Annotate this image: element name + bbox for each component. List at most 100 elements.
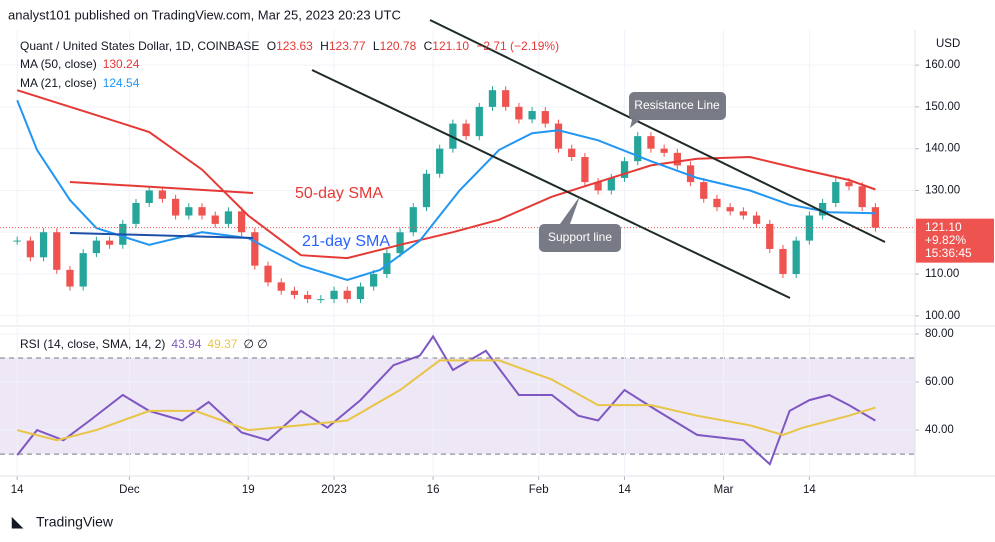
legend-name: MA (50, close) [20, 57, 97, 71]
candle-body [251, 232, 259, 266]
support-callout [539, 224, 621, 252]
candle-body [422, 173, 431, 208]
candle-body [39, 232, 48, 258]
y-tick-label: 140.00 [925, 143, 960, 155]
x-tick-label: Mar [714, 484, 734, 496]
ohlc-value: 120.78 [380, 39, 417, 53]
candle-body [330, 290, 338, 300]
price-tag-countdown: 15:36:45 [925, 246, 972, 260]
candle-body [198, 207, 206, 216]
candle-body [53, 232, 61, 270]
candle-body [647, 136, 655, 149]
resistance-label: Resistance Line [634, 98, 720, 112]
candle-body [277, 282, 285, 291]
sma21-annotation: 21-day SMA [302, 233, 390, 250]
x-tick-label: 2023 [321, 484, 347, 496]
x-tick-label: Dec [119, 484, 140, 496]
price-tag-change: +9.82% [925, 233, 966, 247]
y-tick-label: 160.00 [925, 59, 960, 71]
candle-body [554, 123, 563, 149]
y-tick-label: 40.00 [925, 424, 954, 436]
y-tick-label: 150.00 [925, 101, 960, 113]
callout-pointer [560, 196, 580, 224]
candle-body [660, 148, 668, 153]
candle-body [13, 240, 21, 242]
line-series [16, 99, 876, 281]
candle-body [290, 290, 299, 295]
candle-body [528, 111, 536, 120]
tv-logo: ◣ [11, 514, 24, 530]
sma50-annotation: 50-day SMA [295, 185, 383, 202]
candle-body [766, 223, 774, 249]
candle-body [832, 182, 840, 203]
candle-body [726, 207, 734, 212]
resistance-callout [629, 92, 726, 120]
price-tag: 121.10+9.82%15:36:45 [916, 218, 994, 263]
x-tick-label: 14 [11, 484, 24, 496]
ma21-legend: MA (21, close) 124.54 [20, 76, 140, 90]
legend-value: 49.37 [207, 337, 237, 351]
line-series [16, 334, 876, 466]
ohlc-value: 123.63 [276, 39, 313, 53]
candle-body [502, 90, 510, 107]
candle-body [224, 211, 233, 224]
red-drawn-line [69, 181, 254, 194]
candle-body [700, 182, 708, 199]
ohlc-value: 123.77 [329, 39, 366, 53]
candle-body [805, 215, 814, 241]
candle-body [211, 215, 219, 224]
candle-body [396, 232, 404, 254]
candle-body [409, 207, 417, 233]
candle-body [79, 253, 87, 287]
price-tag-value: 121.10 [925, 220, 962, 234]
support-trendline [311, 69, 791, 299]
support-label: Support line [548, 230, 612, 244]
candle-body [488, 90, 497, 107]
legend-name: MA (21, close) [20, 76, 97, 90]
candle-body [818, 202, 827, 216]
candle-body [871, 207, 880, 228]
rsi-band [0, 358, 915, 455]
legend-value: 124.54 [103, 76, 140, 90]
candle-body [713, 198, 721, 208]
candle-body [634, 136, 642, 162]
candle-body [145, 190, 153, 203]
candle-body [620, 161, 629, 178]
candle-body [541, 111, 549, 124]
published-line: analyst101 published on TradingView.com,… [8, 7, 401, 22]
x-tick-label: 14 [618, 484, 631, 496]
chart-layer: 100.00110.00120.00130.00140.00150.00160.… [0, 30, 994, 496]
y-tick-label: 110.00 [925, 268, 959, 280]
candle-body [185, 207, 193, 216]
candle-body [158, 190, 167, 199]
candle-body [436, 148, 444, 174]
ohlc-key: C [424, 39, 433, 53]
footer-brand: TradingView [36, 514, 114, 530]
candle-body [370, 274, 378, 287]
ohlc-key: O [267, 39, 276, 53]
legend-name: RSI (14, close, SMA, 14, 2) [20, 337, 165, 351]
legend-value: 130.24 [103, 57, 140, 71]
legend-value: 43.94 [171, 337, 201, 351]
candle-body [686, 165, 695, 183]
x-tick-label: 14 [803, 484, 816, 496]
line-series [16, 89, 876, 260]
candle-body [594, 182, 602, 191]
symbol-title: Quant / United States Dollar, 1D, COINBA… [20, 39, 259, 53]
candle-body [515, 106, 523, 120]
callout-pointer [630, 120, 640, 128]
candle-body [752, 215, 761, 224]
x-tick-label: 16 [427, 484, 440, 496]
y-tick-label: 60.00 [925, 376, 954, 388]
candle-body [132, 202, 140, 224]
legend-extra: ∅ ∅ [243, 337, 267, 351]
y-tick-label: 130.00 [925, 184, 960, 196]
candle-body [105, 240, 114, 245]
y-tick-label: 100.00 [925, 310, 960, 322]
candle-body [568, 148, 576, 158]
candle-body [304, 294, 312, 300]
candle-body [237, 211, 246, 233]
candle-body [356, 286, 365, 300]
ohlc-key: H [320, 39, 329, 53]
